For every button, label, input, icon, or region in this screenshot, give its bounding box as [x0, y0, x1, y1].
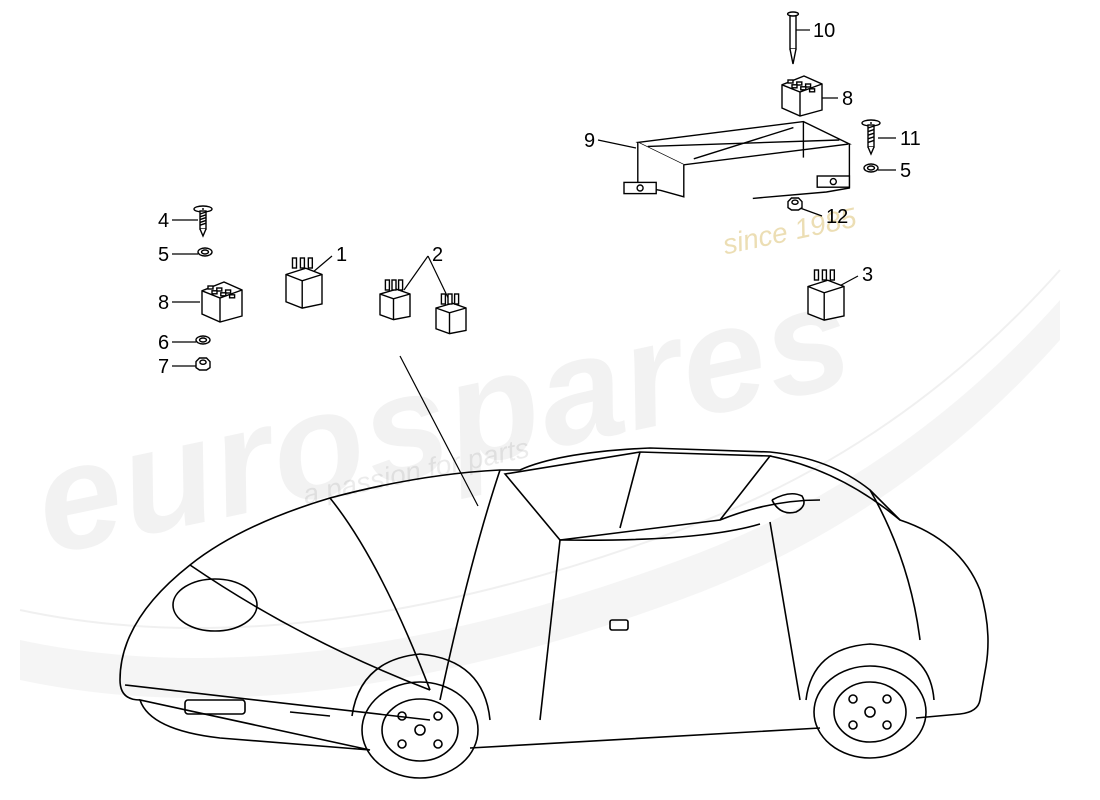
- part-5b: [864, 164, 878, 172]
- part-3: [808, 270, 844, 320]
- part-6: [196, 336, 210, 344]
- callout-1: 1: [336, 244, 347, 267]
- part-10: [788, 12, 799, 64]
- callout-12: 12: [826, 206, 848, 229]
- callout-7: 7: [158, 356, 169, 379]
- callout-3: 3: [862, 264, 873, 287]
- vehicle-outline: [120, 448, 988, 778]
- part-5: [198, 248, 212, 256]
- part-8b: [782, 76, 822, 116]
- part-7: [196, 358, 210, 370]
- callout-2: 2: [432, 244, 443, 267]
- callout-11: 11: [900, 128, 921, 151]
- diagram-stage: eurospares a passion for parts since 198…: [0, 0, 1100, 800]
- diagram-svg: [0, 0, 1100, 800]
- callout-5: 5: [158, 244, 169, 267]
- callout-10: 10: [813, 20, 835, 43]
- callout-6: 6: [158, 332, 169, 355]
- callout-5: 5: [900, 160, 911, 183]
- callout-8: 8: [158, 292, 169, 315]
- part-2a: [380, 280, 410, 320]
- part-12: [788, 198, 802, 210]
- part-9: [624, 122, 849, 199]
- part-8: [202, 282, 242, 322]
- part-1: [286, 258, 322, 308]
- callout-9: 9: [584, 130, 595, 153]
- part-2b: [436, 294, 466, 334]
- part-4: [194, 206, 212, 236]
- callout-4: 4: [158, 210, 169, 233]
- callout-8: 8: [842, 88, 853, 111]
- part-11: [862, 120, 880, 154]
